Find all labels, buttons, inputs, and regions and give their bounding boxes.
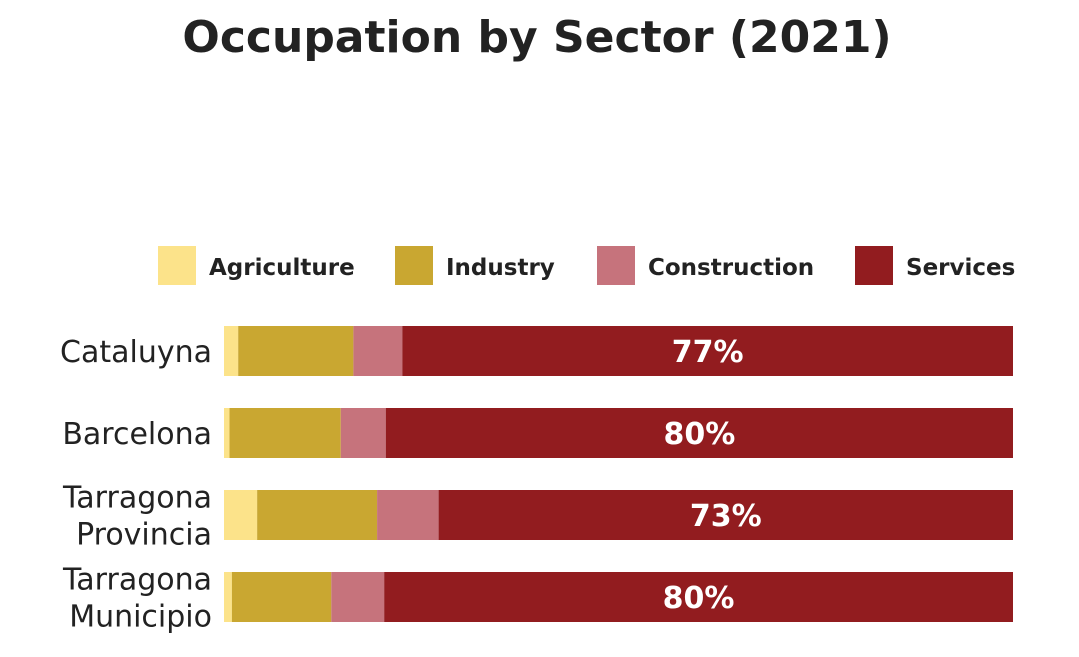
- legend: Agriculture Industry Construction Services: [158, 246, 1015, 285]
- legend-swatch-industry: [395, 246, 433, 285]
- bar-segment-construction-3: [331, 572, 385, 622]
- category-label: Cataluyna: [60, 335, 212, 370]
- bar-segment-agriculture-2: [224, 490, 258, 540]
- bar-segment-agriculture-3: [224, 572, 232, 622]
- category-label: Tarragona: [62, 563, 212, 598]
- data-labels: 77% 80% 73% 80%: [663, 335, 762, 616]
- bar-segment-agriculture-0: [224, 326, 239, 376]
- legend-swatch-services: [855, 246, 893, 285]
- legend-label-construction: Construction: [648, 255, 814, 281]
- category-axis: CataluynaBarcelonaTarragonaProvinciaTarr…: [60, 335, 212, 635]
- category-label: Barcelona: [62, 417, 212, 452]
- data-label: 73%: [690, 499, 762, 534]
- category-label: Provincia: [76, 518, 212, 553]
- legend-swatch-construction: [597, 246, 635, 285]
- category-label: Tarragona: [62, 481, 212, 516]
- bar-segment-agriculture-1: [224, 408, 230, 458]
- category-label: Municipio: [69, 600, 212, 635]
- legend-label-services: Services: [906, 255, 1015, 281]
- bar-segment-industry-1: [229, 408, 341, 458]
- data-label: 80%: [663, 581, 735, 616]
- bar-segment-services-1: [385, 408, 1013, 458]
- data-label: 80%: [663, 417, 735, 452]
- bar-segment-industry-0: [238, 326, 354, 376]
- bar-segment-services-0: [402, 326, 1013, 376]
- bar-segment-services-3: [384, 572, 1013, 622]
- bar-segment-industry-3: [231, 572, 332, 622]
- bar-segment-services-2: [438, 490, 1013, 540]
- bar-segment-industry-2: [257, 490, 378, 540]
- legend-label-industry: Industry: [446, 255, 555, 281]
- bar-segment-construction-0: [353, 326, 403, 376]
- chart-title: Occupation by Sector (2021): [182, 12, 891, 63]
- bar-segment-construction-1: [340, 408, 386, 458]
- legend-swatch-agriculture: [158, 246, 196, 285]
- data-label: 77%: [672, 335, 744, 370]
- bars: [224, 326, 1013, 622]
- legend-label-agriculture: Agriculture: [209, 255, 355, 281]
- bar-segment-construction-2: [377, 490, 439, 540]
